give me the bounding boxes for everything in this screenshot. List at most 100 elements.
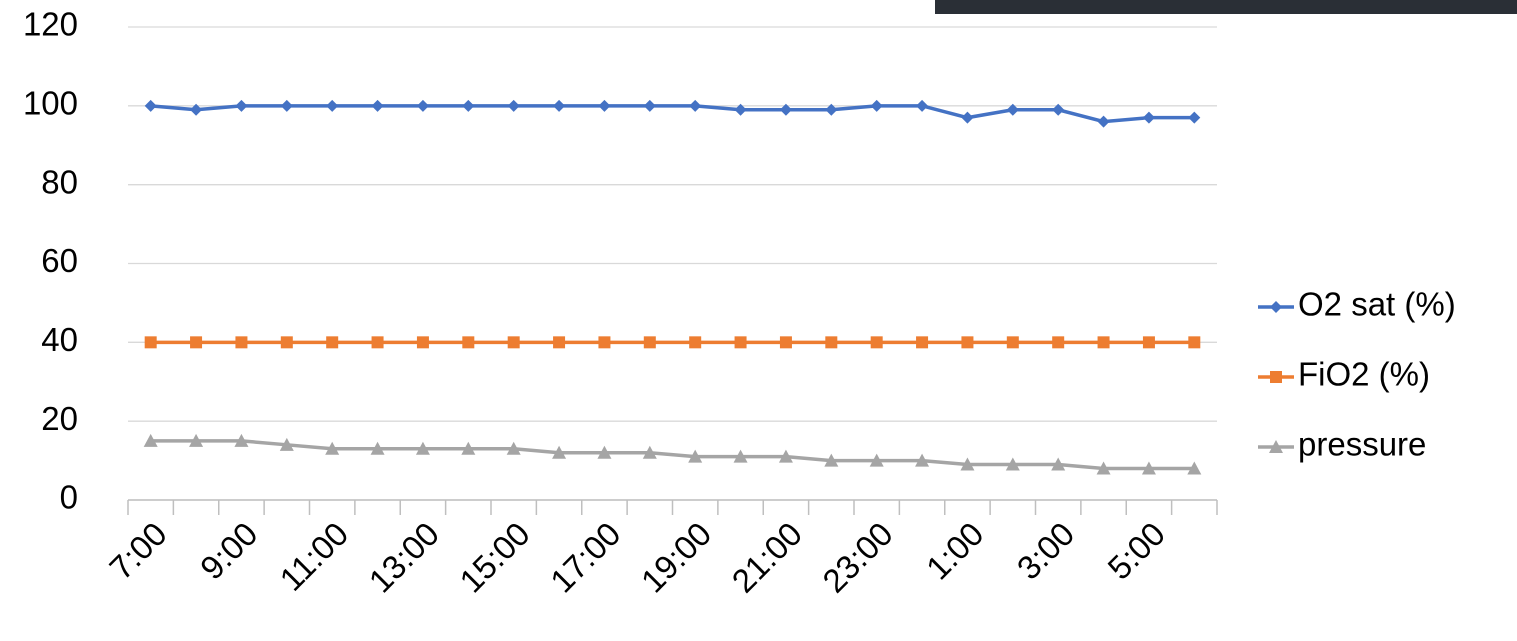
marker: [370, 441, 385, 455]
marker: [326, 99, 339, 112]
marker: [733, 449, 748, 463]
marker: [325, 441, 340, 455]
marker: [1142, 336, 1155, 349]
marker: [643, 336, 656, 349]
marker: [506, 441, 521, 455]
y-tick-label: 40: [41, 321, 78, 358]
marker: [553, 99, 566, 112]
marker: [1006, 336, 1019, 349]
x-tick-label: 9:00: [193, 515, 265, 587]
x-tick-label: 23:00: [815, 515, 900, 600]
x-tick-label: 5:00: [1100, 515, 1172, 587]
marker: [870, 336, 883, 349]
marker: [416, 99, 429, 112]
marker: [779, 336, 792, 349]
marker: [462, 336, 475, 349]
marker: [1188, 336, 1201, 349]
marker: [507, 336, 520, 349]
marker: [778, 449, 793, 463]
marker: [189, 433, 204, 447]
marker: [961, 336, 974, 349]
marker: [507, 99, 520, 112]
marker: [1097, 336, 1110, 349]
marker: [597, 445, 612, 459]
marker: [235, 99, 248, 112]
marker: [869, 453, 884, 467]
marker: [642, 445, 657, 459]
marker: [825, 103, 838, 116]
marker: [870, 99, 883, 112]
marker: [143, 433, 158, 447]
y-tick-label: 0: [60, 479, 78, 516]
marker: [190, 103, 203, 116]
y-tick-label: 120: [23, 6, 78, 43]
marker: [643, 99, 656, 112]
marker: [1270, 371, 1282, 383]
legend-label: FiO2 (%): [1298, 356, 1430, 393]
y-tick-label: 100: [23, 85, 78, 122]
marker: [689, 336, 702, 349]
x-tick-label: 1:00: [919, 515, 991, 587]
marker: [415, 441, 430, 455]
marker: [235, 336, 248, 349]
x-tick-label: 3:00: [1010, 515, 1082, 587]
marker: [144, 336, 157, 349]
marker: [1141, 461, 1156, 475]
marker: [825, 336, 838, 349]
marker: [371, 99, 384, 112]
marker: [553, 336, 566, 349]
marker: [280, 99, 293, 112]
marker: [190, 336, 203, 349]
x-tick-label: 15:00: [452, 515, 537, 600]
y-tick-label: 80: [41, 163, 78, 200]
y-tick-label: 60: [41, 242, 78, 279]
marker: [1006, 103, 1019, 116]
series-line: [150, 439, 1195, 471]
marker: [416, 336, 429, 349]
marker: [689, 99, 702, 112]
marker: [144, 99, 157, 112]
marker: [461, 441, 476, 455]
marker: [824, 453, 839, 467]
marker: [598, 99, 611, 112]
marker: [1188, 111, 1201, 124]
marker: [916, 99, 929, 112]
legend-label: pressure: [1298, 426, 1426, 463]
marker: [1051, 457, 1066, 471]
marker: [1142, 111, 1155, 124]
x-tick-label: 17:00: [543, 515, 628, 600]
y-tick-label: 20: [41, 400, 78, 437]
legend-label: O2 sat (%): [1298, 286, 1456, 323]
marker: [915, 453, 930, 467]
series-line: [150, 104, 1195, 124]
marker: [916, 336, 929, 349]
marker: [961, 111, 974, 124]
x-tick-label: 19:00: [634, 515, 719, 600]
marker: [234, 433, 249, 447]
x-tick-label: 21:00: [724, 515, 809, 600]
marker: [779, 103, 792, 116]
x-tick-label: 13:00: [361, 515, 446, 600]
marker: [1096, 461, 1111, 475]
marker: [371, 336, 384, 349]
x-tick-label: 7:00: [102, 515, 174, 587]
marker: [326, 336, 339, 349]
marker: [280, 336, 293, 349]
marker: [734, 103, 747, 116]
marker: [598, 336, 611, 349]
marker: [279, 437, 294, 451]
marker: [1187, 461, 1202, 475]
x-tick-label: 11:00: [272, 515, 355, 598]
marker: [1052, 336, 1065, 349]
marker: [552, 445, 567, 459]
marker: [734, 336, 747, 349]
marker: [1097, 115, 1110, 128]
marker: [462, 99, 475, 112]
marker: [1269, 440, 1283, 453]
marker: [1052, 103, 1065, 116]
marker: [1005, 457, 1020, 471]
marker: [1270, 301, 1282, 313]
marker: [960, 457, 975, 471]
